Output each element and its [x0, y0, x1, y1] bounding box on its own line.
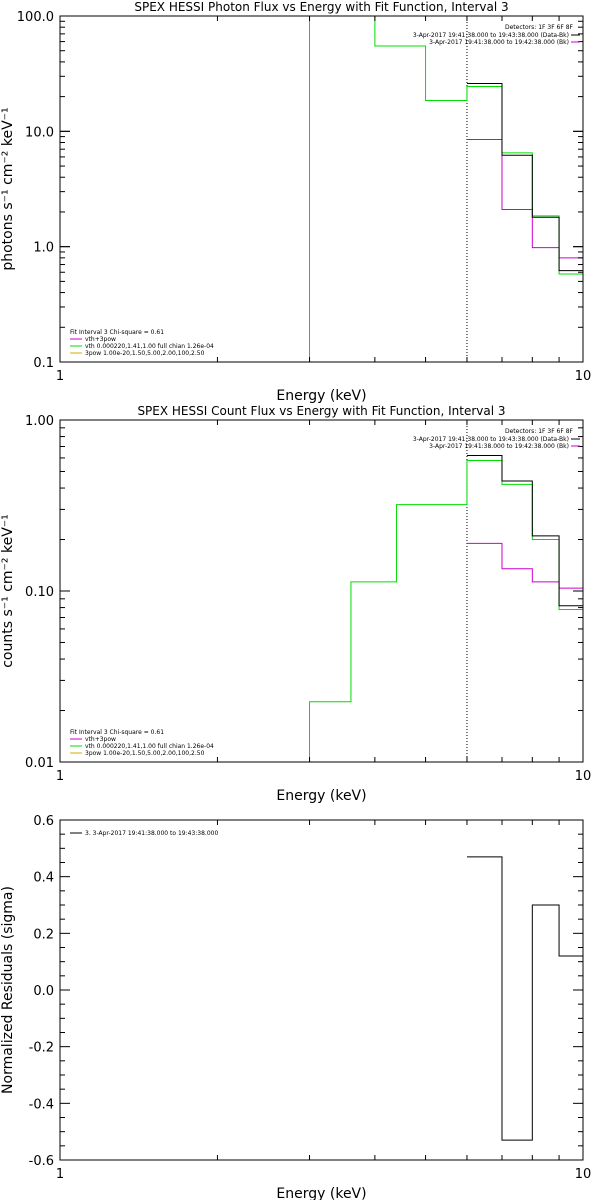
plot-area — [466, 856, 583, 1141]
series-data-step-line — [466, 856, 583, 1141]
chart-title: SPEX HESSI Photon Flux vs Energy with Fi… — [134, 0, 508, 14]
y-tick-label: 0.1 — [33, 356, 54, 371]
fit-legend-entry-text: 3pow 1.00e-20,1.50,5.00,2.00,100,2.50 — [85, 350, 205, 357]
plot-frame — [59, 419, 584, 763]
legend-entry-text: 3-Apr-2017 19:41:38.000 to 19:42:38.000 … — [429, 39, 569, 46]
chart-panel-2: 1 10 0.01 0.10 1.00 SPEX HESSI Count Flux vs … — [0, 404, 591, 804]
y-tick-label: 0.6 — [33, 814, 54, 829]
x-axis-label: Energy (keV) — [276, 388, 366, 404]
legend-entry-text: 3-Apr-2017 19:41:38.000 to 19:42:38.000 … — [429, 443, 569, 450]
plot-area — [309, 420, 583, 762]
y-tick-label: -0.2 — [29, 1041, 54, 1056]
x-axis-label: Energy (keV) — [276, 1186, 366, 1200]
x-tick-label: 10 — [575, 769, 592, 784]
y-tick-label: 0.4 — [33, 871, 54, 886]
y-tick-label: 10.0 — [25, 125, 54, 140]
series-total-step-line — [466, 542, 583, 762]
plot-area — [309, 16, 583, 362]
fit-legend-entry-text: vth 0.000220,1.41,1.00 full chian 1.26e-… — [85, 743, 214, 750]
series-total-step-line — [466, 138, 583, 362]
series-vth-step-line — [309, 459, 583, 762]
y-tick-label: 0.0 — [33, 984, 54, 999]
y-axis-label: Normalized Residuals (sigma) — [0, 886, 16, 1094]
legend-header: Detectors: 1F 3F 6F 8F — [505, 428, 574, 435]
fit-legend-entry-text: 3pow 1.00e-20,1.50,5.00,2.00,100,2.50 — [85, 750, 205, 757]
chart-panel-1: 1 10 0.1 1.0 10.0 100.0 SPEX HESSI Photon Flux… — [0, 0, 591, 404]
chart-title: SPEX HESSI Count Flux vs Energy with Fit… — [137, 404, 505, 418]
x-tick-label: 1 — [56, 769, 64, 784]
x-tick-label: 1 — [56, 369, 64, 384]
chart-panel-3: 1 10 0.6 0.4 0.2 0.0 -0.2 -0.4 -0.6 Energy (keV) N… — [0, 814, 591, 1200]
y-tick-label: 1.0 — [33, 241, 54, 256]
legend-header: Detectors: 1F 3F 6F 8F — [505, 24, 574, 31]
x-tick-label: 10 — [575, 1167, 592, 1182]
y-tick-label: 0.01 — [25, 756, 54, 771]
legend-entry-text: 3-Apr-2017 19:41:38.000 to 19:43:38.000 … — [413, 32, 569, 39]
legend-entry-text: 3-Apr-2017 19:41:38.000 to 19:43:38.000 … — [413, 436, 569, 443]
fit-legend-entry-text: vth+3pow — [85, 336, 116, 343]
series-vth-step-line — [309, 16, 583, 362]
x-tick-label: 10 — [575, 369, 592, 384]
fit-legend-entry-text: vth 0.000220,1.41,1.00 full chian 1.26e-… — [85, 343, 214, 350]
x-axis-label: Energy (keV) — [276, 788, 366, 804]
y-tick-label: -0.6 — [29, 1154, 54, 1169]
series-data-step-line — [466, 82, 583, 272]
y-axis-label: photons s⁻¹ cm⁻² keV⁻¹ — [0, 107, 16, 270]
fit-legend-entry-text: vth+3pow — [85, 736, 116, 743]
y-tick-label: -0.4 — [29, 1097, 54, 1112]
y-axis-label: counts s⁻¹ cm⁻² keV⁻¹ — [0, 514, 16, 668]
y-tick-label: 0.2 — [33, 927, 54, 942]
x-tick-label: 1 — [56, 1167, 64, 1182]
y-tick-label: 1.00 — [25, 414, 54, 429]
plot-frame — [59, 15, 584, 363]
fit-legend-header: Fit Interval 3 Chi-square = 0.61 — [70, 329, 164, 336]
series-data-step-line — [466, 455, 583, 607]
fit-legend-header: Fit Interval 3 Chi-square = 0.61 — [70, 729, 164, 736]
y-tick-label: 0.10 — [25, 585, 54, 600]
legend-entry-text: 3. 3-Apr-2017 19:41:38.000 to 19:43:38.0… — [85, 830, 218, 837]
plot-frame — [59, 819, 584, 1161]
y-tick-label: 100.0 — [17, 10, 54, 25]
